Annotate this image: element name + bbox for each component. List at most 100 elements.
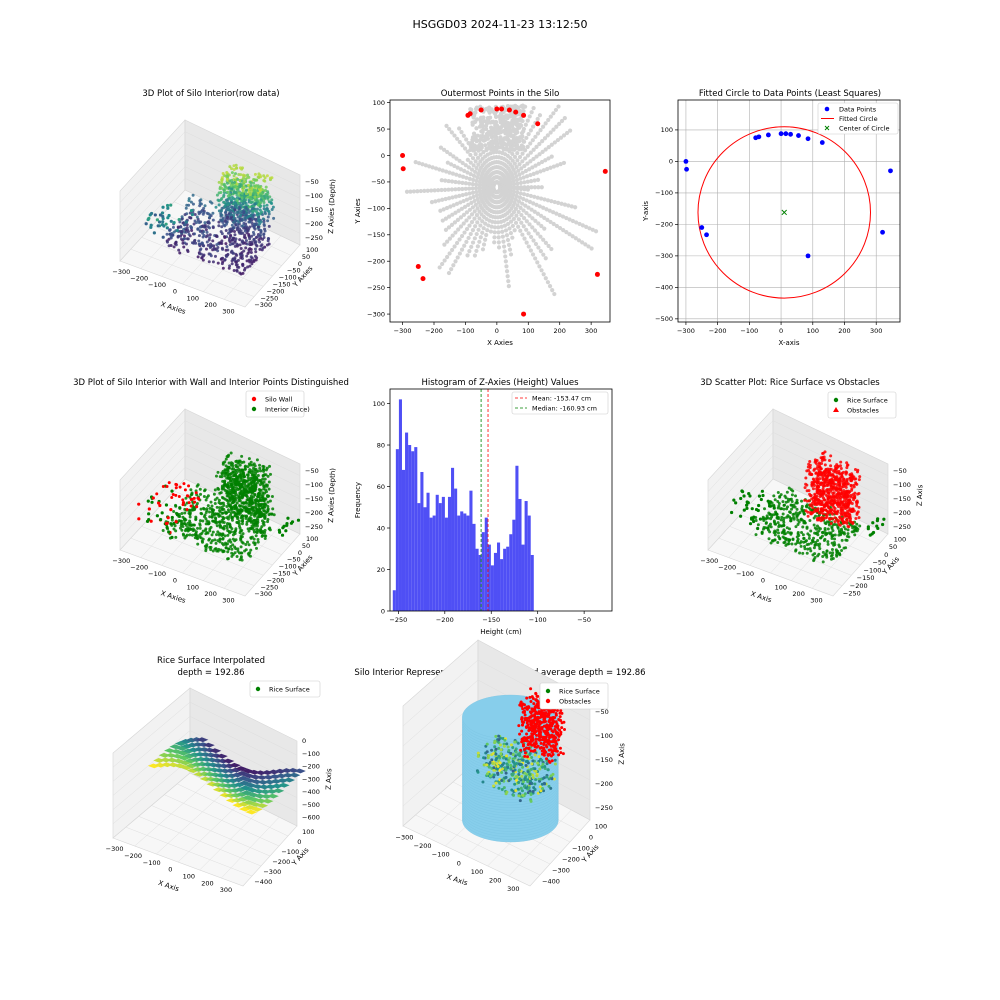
data-point — [241, 231, 245, 235]
data-point — [256, 515, 260, 519]
gray-point — [453, 210, 458, 215]
data-point — [223, 211, 227, 215]
gray-point — [439, 178, 444, 183]
data-point — [809, 512, 813, 516]
z-tick-label: −150 — [305, 495, 323, 503]
gray-point — [530, 138, 535, 143]
x-tick-label: −100 — [529, 616, 547, 624]
gray-point — [518, 205, 523, 211]
data-point — [244, 205, 248, 209]
z-tick-label: −150 — [893, 495, 911, 503]
data-point — [180, 215, 184, 219]
histogram-bar — [484, 517, 488, 611]
gray-point — [564, 230, 569, 235]
gray-point — [526, 231, 531, 236]
data-point — [264, 488, 268, 492]
gray-point — [554, 211, 559, 216]
gray-point — [515, 122, 520, 127]
gray-point — [561, 160, 567, 166]
gray-point — [446, 270, 452, 276]
gray-point — [456, 227, 461, 232]
data-point — [247, 232, 251, 236]
gray-point — [473, 159, 478, 164]
gray-point — [538, 127, 543, 133]
gray-point — [514, 177, 520, 183]
gray-point — [545, 280, 551, 285]
gray-point — [524, 227, 529, 232]
gray-point — [484, 232, 489, 238]
gray-point — [466, 165, 471, 170]
data-point — [164, 503, 169, 507]
histogram-bar — [429, 517, 433, 611]
data-point — [818, 477, 822, 481]
data-point — [216, 470, 220, 474]
data-point — [253, 172, 257, 176]
data-point — [816, 507, 820, 511]
z-tick-label: −500 — [302, 801, 320, 809]
data-point — [796, 532, 800, 536]
data-point — [217, 209, 221, 213]
data-point — [256, 195, 260, 199]
data-point — [258, 498, 262, 502]
gray-point — [473, 224, 478, 229]
data-point — [818, 547, 822, 551]
gray-point — [542, 215, 547, 220]
gray-point — [549, 154, 554, 159]
data-point — [265, 243, 269, 247]
data-point — [171, 225, 175, 229]
gray-point — [541, 168, 546, 173]
data-point — [808, 519, 812, 523]
data-point — [214, 474, 218, 478]
data-point — [225, 494, 229, 498]
data-point — [197, 234, 201, 238]
gray-point — [485, 115, 490, 121]
data-point — [233, 468, 237, 472]
data-point — [839, 533, 843, 537]
gray-point — [547, 284, 553, 289]
data-point — [212, 492, 216, 496]
x-tick-label: 200 — [201, 879, 213, 887]
data-point — [838, 553, 842, 557]
gray-point — [520, 170, 525, 175]
gray-point — [471, 131, 477, 136]
data-point — [216, 486, 220, 490]
data-point — [835, 550, 839, 554]
y-tick-label: 50 — [377, 125, 385, 133]
data-point — [230, 547, 234, 551]
gray-point — [524, 135, 529, 141]
gray-point — [470, 228, 476, 233]
x-tick-label: 300 — [585, 327, 597, 335]
gray-point — [413, 160, 418, 165]
data-point — [207, 537, 211, 541]
x-tick-label: 300 — [222, 307, 234, 315]
data-point — [208, 527, 212, 531]
z-tick-label: −200 — [302, 763, 320, 771]
gray-point — [552, 140, 557, 145]
data-point — [187, 199, 191, 203]
gray-point — [512, 161, 517, 166]
gray-point — [465, 253, 470, 258]
data-point — [180, 528, 184, 532]
data-point — [257, 185, 261, 189]
data-point — [217, 220, 221, 224]
data-point — [241, 189, 245, 193]
grid-line — [184, 131, 301, 187]
gray-point — [558, 135, 564, 140]
data-point — [807, 542, 811, 546]
data-point — [811, 539, 815, 543]
data-point — [253, 227, 257, 231]
z-axis-label: Z Axies (Depth) — [327, 179, 337, 234]
gray-point — [498, 120, 503, 125]
data-point — [806, 514, 810, 518]
data-point — [806, 532, 810, 536]
data-point — [849, 479, 853, 483]
y-tick-label: −50 — [287, 267, 301, 275]
data-point — [198, 199, 202, 203]
data-point — [821, 491, 825, 495]
data-point — [253, 195, 257, 199]
gray-point — [489, 224, 494, 229]
data-point — [826, 540, 830, 544]
data-point — [244, 211, 248, 215]
gray-point — [458, 215, 464, 220]
data-point — [244, 239, 248, 243]
